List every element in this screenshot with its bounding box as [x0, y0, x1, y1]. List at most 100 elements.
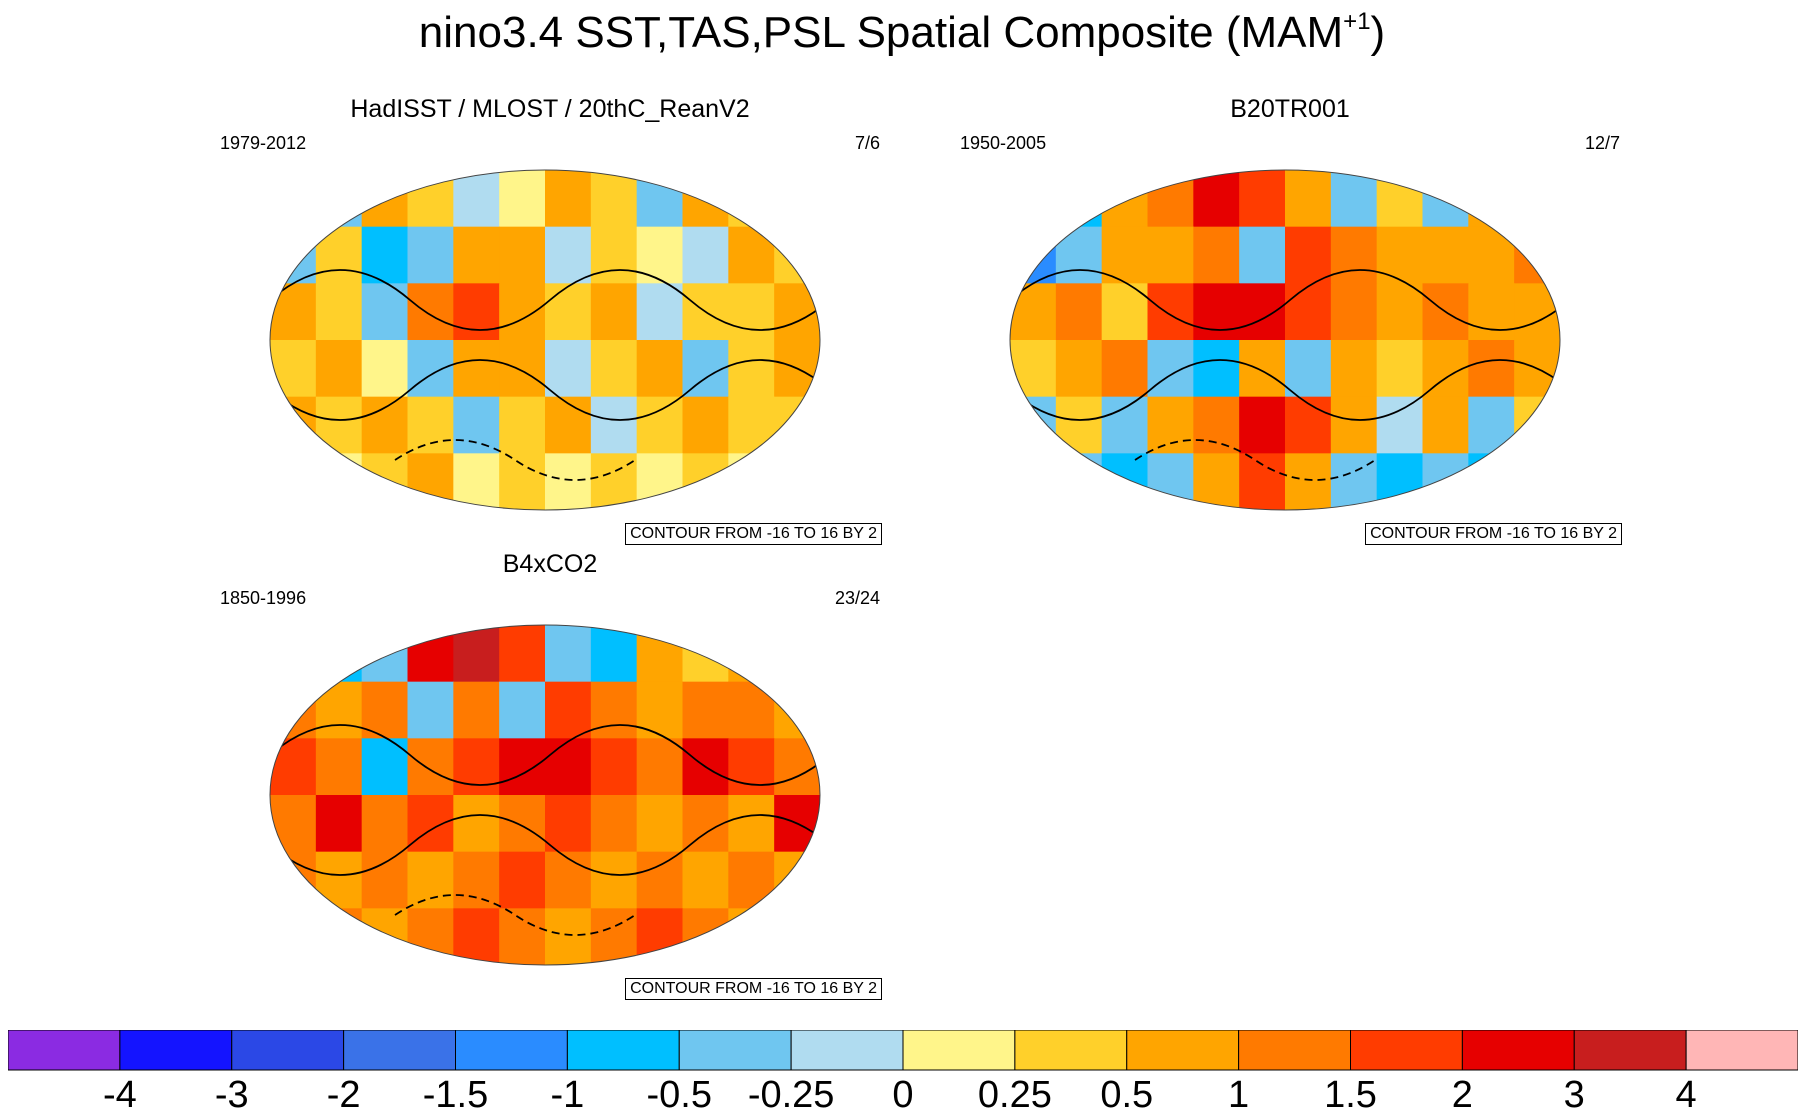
contour-info-box: CONTOUR FROM -16 TO 16 BY 2 [625, 523, 882, 545]
map-cell [636, 226, 684, 284]
map-plot [1009, 169, 1561, 511]
colorbar-tick-label: -0.5 [646, 1074, 712, 1116]
colorbar-swatch [1014, 1030, 1128, 1071]
map-cell [774, 453, 820, 510]
map-cell [499, 625, 546, 683]
map-cell [270, 795, 317, 853]
map-cell [453, 851, 500, 909]
map-cell [1422, 170, 1469, 228]
map-cell [545, 795, 592, 853]
map-cell [453, 283, 500, 341]
map-cell [728, 170, 775, 228]
map-cell [315, 453, 363, 510]
main-title-close: ) [1370, 8, 1386, 57]
map-cell [407, 226, 454, 284]
map-cell [682, 851, 729, 909]
map-cell [1330, 283, 1378, 341]
colorbar-swatch [455, 1030, 568, 1071]
panel-hadisst: HadISST / MLOST / 20thC_ReanV2 1979-2012… [200, 95, 900, 545]
map-cell [315, 908, 363, 965]
map-cell [1422, 226, 1469, 284]
map-cell [728, 795, 775, 853]
map-cell [453, 170, 500, 228]
map-cell [545, 851, 592, 909]
map-cell [1055, 283, 1103, 341]
map-cell [1239, 396, 1286, 454]
map-cell [682, 453, 729, 510]
map-cell [1285, 170, 1332, 228]
map-cell [1422, 453, 1469, 510]
map-cell [499, 738, 546, 796]
map-cell [315, 738, 363, 796]
colorbar-swatch [1238, 1030, 1351, 1071]
map-field [270, 625, 820, 965]
map-cell [728, 851, 775, 909]
map-cell [499, 283, 546, 341]
map-cell [1239, 340, 1286, 398]
map-cell [545, 226, 592, 284]
panel-title: B20TR001 [1230, 95, 1350, 123]
main-title: nino3.4 SST,TAS,PSL Spatial Composite (M… [0, 8, 1804, 58]
colorbar-swatch [1126, 1030, 1240, 1071]
map-field [270, 170, 820, 510]
map-cell [1147, 283, 1194, 341]
map-cell [774, 170, 820, 228]
map-cell [728, 340, 775, 398]
contour-info-box: CONTOUR FROM -16 TO 16 BY 2 [625, 978, 882, 1000]
colorbar-tick-label: 3 [1563, 1074, 1585, 1116]
map-cell [361, 170, 409, 228]
map-cell [636, 738, 684, 796]
map-cell [728, 681, 775, 739]
map-cell [590, 795, 638, 853]
map-cell [545, 396, 592, 454]
map-cell [1514, 226, 1560, 284]
map-cell [1055, 453, 1103, 510]
map-cell [545, 908, 592, 965]
map-cell [1239, 226, 1286, 284]
colorbar-swatch [8, 1030, 121, 1071]
map-cell [636, 396, 684, 454]
contour-line [394, 439, 636, 481]
map-cell [590, 340, 638, 398]
map-cell [636, 340, 684, 398]
colorbar-tick-label: -0.25 [747, 1074, 835, 1116]
map-cell [453, 340, 500, 398]
map-cell [1010, 170, 1057, 228]
map-cell [1239, 170, 1286, 228]
map-cell [1468, 453, 1515, 510]
colorbar-swatch [1461, 1030, 1575, 1071]
colorbar-swatch [343, 1030, 456, 1071]
map-cell [636, 170, 684, 228]
map-cell [1147, 453, 1194, 510]
map-plot [269, 624, 821, 966]
map-cell [270, 908, 317, 965]
map-cell [545, 681, 592, 739]
map-cell [361, 795, 409, 853]
map-cell [682, 908, 729, 965]
map-cell [590, 681, 638, 739]
map-cell [407, 625, 454, 683]
map-cell [453, 226, 500, 284]
map-cell [545, 340, 592, 398]
colorbar-tick-label: 2 [1451, 1074, 1473, 1116]
map-cell [1376, 340, 1424, 398]
map-cell [315, 283, 363, 341]
contour-line [270, 814, 820, 876]
map-outline [269, 624, 821, 966]
map-cell [499, 795, 546, 853]
map-cell [682, 226, 729, 284]
map-cell [1101, 340, 1149, 398]
map-cell [1376, 170, 1424, 228]
map-cell [1193, 170, 1240, 228]
map-cell [1330, 396, 1378, 454]
map-cell [1422, 396, 1469, 454]
map-cell [1193, 283, 1240, 341]
map-cell [590, 738, 638, 796]
map-cell [407, 340, 454, 398]
map-cell [1193, 453, 1240, 510]
map-cell [315, 170, 363, 228]
map-cell [774, 908, 820, 965]
panel-title: B4xCO2 [502, 550, 598, 578]
map-cell [315, 851, 363, 909]
map-cell [774, 851, 820, 909]
